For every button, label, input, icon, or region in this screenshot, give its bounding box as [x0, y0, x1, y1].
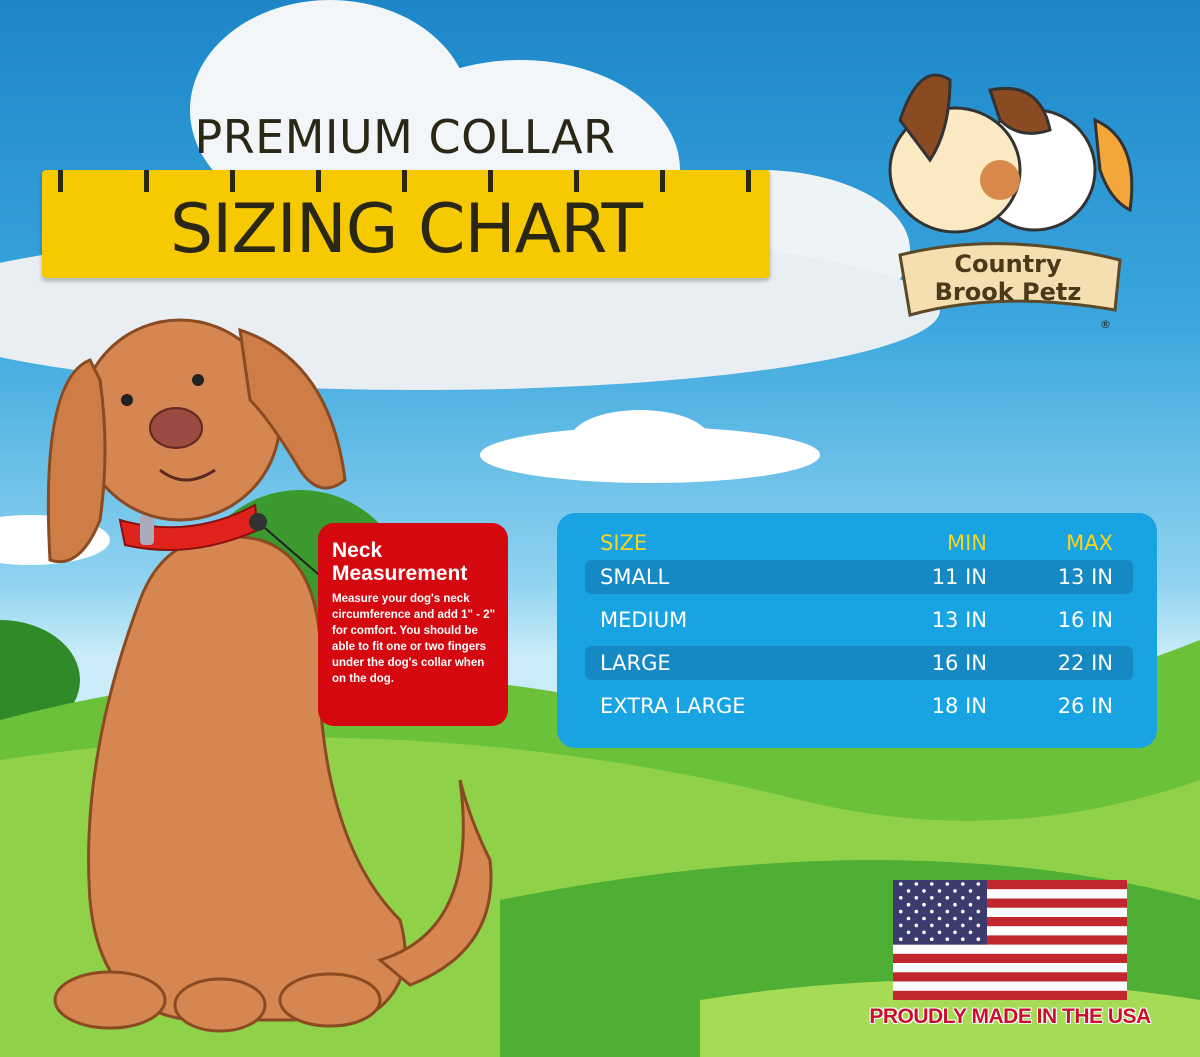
- dog-illustration: [46, 318, 493, 1033]
- flag-star: [899, 909, 903, 914]
- country-brook-petz-logo: Country Brook Petz ®: [888, 73, 1134, 331]
- max-cell: 26 IN: [1057, 694, 1113, 718]
- flag-star: [906, 930, 911, 935]
- flag-star: [922, 916, 926, 921]
- min-cell: 18 IN: [931, 694, 987, 718]
- max-cell: 16 IN: [1057, 608, 1113, 632]
- flag-star: [914, 896, 919, 900]
- min-cell: 16 IN: [931, 651, 987, 675]
- flag-star: [945, 937, 950, 941]
- flag-star: [961, 937, 965, 941]
- flag-star: [961, 923, 965, 928]
- min-cell: 13 IN: [931, 608, 987, 632]
- flag-star: [930, 896, 934, 900]
- ruler-banner: [42, 170, 770, 278]
- flag-star: [914, 882, 919, 886]
- flag-star: [914, 923, 919, 928]
- title-sizing-chart: SIZING CHART: [169, 190, 643, 269]
- flag-star: [930, 882, 934, 886]
- size-cell: LARGE: [600, 651, 671, 675]
- flag-star: [937, 889, 942, 893]
- size-cell: EXTRA LARGE: [600, 694, 746, 718]
- flag-star: [922, 902, 926, 907]
- table-row: LARGE 16 IN 22 IN: [585, 646, 1133, 680]
- flag-star: [953, 916, 957, 921]
- flag-star: [976, 896, 981, 900]
- title-premium-collar: PREMIUM COLLAR: [194, 110, 616, 164]
- flag-star: [899, 923, 903, 928]
- flag-star: [914, 909, 919, 914]
- registered-mark: ®: [1100, 318, 1111, 331]
- max-cell: 13 IN: [1057, 565, 1113, 589]
- flag-star: [968, 930, 973, 935]
- flag-star: [968, 889, 973, 893]
- flag-star: [945, 882, 950, 886]
- flag-star: [899, 882, 903, 886]
- header-min: MIN: [946, 531, 987, 555]
- flag-star: [976, 882, 981, 886]
- flag-star: [961, 896, 965, 900]
- flag-star: [945, 909, 950, 914]
- neck-measurement-text: Measure your dog's neck circumference an…: [332, 593, 496, 685]
- flag-star: [953, 902, 957, 907]
- flag-star: [945, 896, 950, 900]
- table-row: SMALL 11 IN 13 IN: [585, 560, 1133, 594]
- neck-measurement-box: Neck Measurement Measure your dog's neck…: [318, 523, 508, 726]
- flag-star: [930, 909, 934, 914]
- flag-star: [976, 923, 981, 928]
- size-cell: MEDIUM: [600, 608, 688, 632]
- header-max: MAX: [1066, 531, 1113, 555]
- made-in-usa-text: PROUDLY MADE IN THE USA: [869, 1005, 1151, 1028]
- logo-text-line1: Country: [954, 250, 1062, 278]
- logo-text-line2: Brook Petz: [935, 278, 1082, 306]
- flag-star: [968, 916, 973, 921]
- flag-star: [976, 909, 981, 914]
- flag-star: [953, 930, 957, 935]
- flag-star: [930, 923, 934, 928]
- flag-star: [968, 902, 973, 907]
- header-size: SIZE: [600, 531, 648, 555]
- max-cell: 22 IN: [1057, 651, 1113, 675]
- flag-star: [899, 896, 903, 900]
- flag-star: [906, 902, 911, 907]
- flag-star: [937, 916, 942, 921]
- size-cell: SMALL: [600, 565, 670, 589]
- us-flag-icon: [893, 880, 1127, 1000]
- min-cell: 11 IN: [931, 565, 987, 589]
- flag-star: [922, 889, 926, 893]
- flag-star: [937, 902, 942, 907]
- flag-star: [906, 916, 911, 921]
- table-row: MEDIUM 13 IN 16 IN: [585, 603, 1133, 637]
- flag-star: [976, 937, 981, 941]
- flag-star: [945, 923, 950, 928]
- flag-star: [930, 937, 934, 941]
- flag-star: [961, 882, 965, 886]
- flag-star: [899, 937, 903, 941]
- flag-star: [953, 889, 957, 893]
- flag-star: [922, 930, 926, 935]
- flag-star: [906, 889, 911, 893]
- size-table: SIZE MIN MAX SMALL 11 IN 13 IN MEDIUM 13…: [557, 513, 1157, 748]
- table-header: SIZE MIN MAX: [585, 526, 1133, 560]
- flag-star: [961, 909, 965, 914]
- flag-star: [914, 937, 919, 941]
- table-row: EXTRA LARGE 18 IN 26 IN: [585, 689, 1133, 723]
- flag-star: [937, 930, 942, 935]
- neck-measurement-title: Neck Measurement: [332, 539, 468, 585]
